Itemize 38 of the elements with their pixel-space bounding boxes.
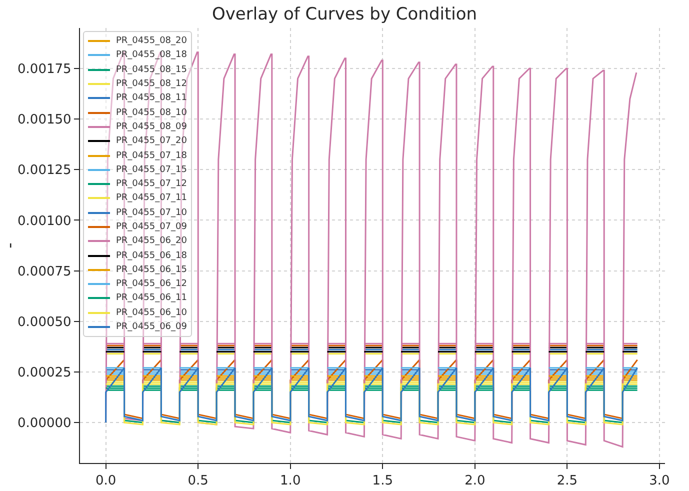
y-tick-label: 0.00125 [18, 163, 72, 178]
legend-label: PR_0455_07_12 [116, 179, 187, 190]
y-tick-label: 0.00000 [18, 416, 72, 432]
y-tick-label: 0.00075 [18, 264, 72, 280]
legend-label: PR_0455_08_11 [116, 93, 187, 104]
legend-label: PR_0455_06_09 [116, 322, 187, 332]
chart-title: Overlay of Curves by Condition [212, 4, 478, 24]
legend-label: PR_0455_08_20 [116, 36, 187, 46]
y-tick-label: 0.00025 [18, 366, 72, 380]
legend-label: PR_0455_07_18 [116, 150, 187, 161]
legend-label: PR_0455_07_09 [116, 222, 187, 232]
x-tick-label: 0.5 [188, 474, 208, 489]
x-tick-label: 1.0 [280, 474, 301, 489]
legend-label: PR_0455_06_20 [116, 236, 187, 246]
x-tick-label: 1.5 [372, 474, 393, 489]
legend-label: PR_0455_07_15 [116, 164, 187, 175]
y-tick-label: 0.00175 [18, 62, 72, 78]
x-tick-label: 3.0 [649, 474, 670, 489]
legend-label: PR_0455_08_15 [116, 64, 187, 75]
legend-label: PR_0455_08_12 [116, 79, 187, 90]
x-tick-label: 2.5 [556, 474, 578, 489]
x-tick-label: 2.0 [464, 474, 486, 489]
y-axis-title: - [0, 242, 19, 248]
y-tick-label: 0.00050 [18, 314, 72, 330]
legend-label: PR_0455_06_10 [116, 308, 187, 318]
legend-label: PR_0455_06_11 [116, 293, 187, 304]
legend-label: PR_0455_06_18 [116, 250, 187, 261]
legend-label: PR_0455_06_15 [116, 264, 187, 275]
legend-label: PR_0455_08_10 [116, 108, 187, 118]
legend-label: PR_0455_08_18 [116, 50, 187, 60]
y-tick-label: 0.00100 [18, 214, 72, 229]
x-tick-label: 0.0 [95, 474, 116, 489]
y-tick-label: 0.00150 [18, 112, 72, 128]
legend-label: PR_0455_08_09 [116, 122, 187, 132]
legend-label: PR_0455_07_10 [116, 208, 187, 218]
legend-label: PR_0455_06_12 [116, 279, 187, 290]
legend-label: PR_0455_07_11 [116, 193, 187, 204]
legend-label: PR_0455_07_20 [116, 136, 187, 146]
